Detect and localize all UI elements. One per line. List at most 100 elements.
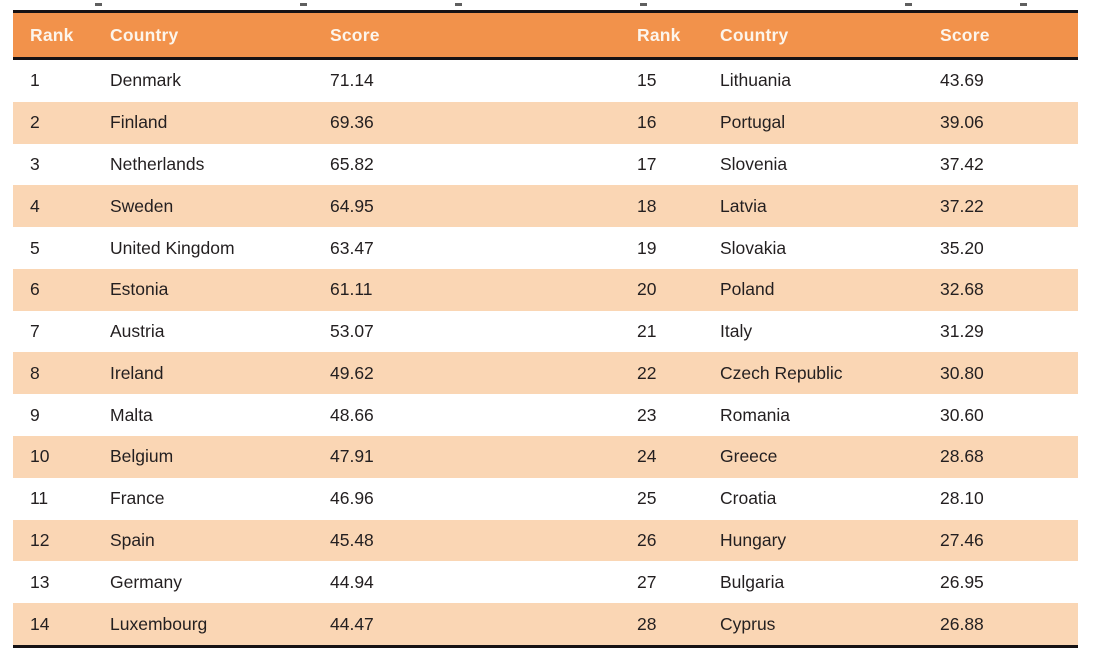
header-score-right: Score <box>940 24 990 45</box>
country-cell: France <box>110 488 165 509</box>
table-row: 2 Finland 69.36 16 Portugal 39.06 <box>13 101 1078 144</box>
country-cell: Lithuania <box>720 70 792 91</box>
top-tick-mark <box>905 3 912 6</box>
header-score-left: Score <box>330 24 380 45</box>
rank-cell: 26 <box>637 529 657 550</box>
rank-cell: 10 <box>30 446 50 467</box>
country-cell: Italy <box>720 321 753 342</box>
top-tick-mark <box>455 3 462 6</box>
rank-cell: 12 <box>30 529 50 550</box>
rank-cell: 27 <box>637 571 657 592</box>
score-cell: 65.82 <box>330 153 374 174</box>
score-cell: 27.46 <box>940 529 984 550</box>
rank-cell: 13 <box>30 571 50 592</box>
country-cell: Portugal <box>720 112 786 133</box>
country-cell: Denmark <box>110 70 181 91</box>
table-top-border <box>13 10 1078 13</box>
country-cell: Cyprus <box>720 613 776 634</box>
country-cell: Poland <box>720 279 775 300</box>
country-cell: Slovenia <box>720 153 788 174</box>
rank-cell: 18 <box>637 195 657 216</box>
rank-cell: 5 <box>30 237 40 258</box>
rank-cell: 23 <box>637 404 657 425</box>
score-cell: 26.95 <box>940 571 984 592</box>
rank-cell: 11 <box>30 488 49 509</box>
table-header-row: Rank Country Score Rank Country Score <box>13 13 1078 57</box>
rank-cell: 2 <box>30 112 40 133</box>
table-bottom-border <box>13 644 1078 648</box>
country-cell: Latvia <box>720 195 767 216</box>
score-cell: 71.14 <box>330 70 374 91</box>
score-cell: 28.68 <box>940 446 984 467</box>
rank-cell: 21 <box>637 321 657 342</box>
country-cell: Belgium <box>110 446 174 467</box>
score-cell: 46.96 <box>330 488 374 509</box>
country-cell: Finland <box>110 112 168 133</box>
table-row: 3 Netherlands 65.82 17 Slovenia 37.42 <box>13 143 1078 186</box>
top-tick-mark <box>1020 3 1027 6</box>
country-cell: Ireland <box>110 362 164 383</box>
country-cell: Slovakia <box>720 237 787 258</box>
table-row: 10 Belgium 47.91 24 Greece 28.68 <box>13 436 1078 478</box>
country-cell: Croatia <box>720 488 777 509</box>
header-rank-right: Rank <box>637 24 681 45</box>
table-row: 6 Estonia 61.11 20 Poland 32.68 <box>13 268 1078 311</box>
country-cell: Austria <box>110 321 165 342</box>
rank-cell: 17 <box>637 153 657 174</box>
rank-cell: 20 <box>637 279 657 300</box>
rank-cell: 16 <box>637 112 657 133</box>
score-cell: 45.48 <box>330 529 374 550</box>
score-cell: 44.94 <box>330 571 374 592</box>
country-cell: Bulgaria <box>720 571 785 592</box>
country-cell: Estonia <box>110 279 169 300</box>
score-cell: 37.22 <box>940 195 984 216</box>
score-cell: 30.80 <box>940 362 984 383</box>
country-cell: Netherlands <box>110 153 205 174</box>
header-country-right: Country <box>720 24 789 45</box>
table-row: 5 United Kingdom 63.47 19 Slovakia 35.20 <box>13 227 1078 269</box>
score-cell: 64.95 <box>330 195 374 216</box>
rank-cell: 14 <box>30 613 50 634</box>
table-row: 9 Malta 48.66 23 Romania 30.60 <box>13 394 1078 437</box>
table-row: 11 France 46.96 25 Croatia 28.10 <box>13 477 1078 520</box>
country-cell: Czech Republic <box>720 362 843 383</box>
country-cell: United Kingdom <box>110 237 235 258</box>
score-cell: 47.91 <box>330 446 374 467</box>
score-cell: 32.68 <box>940 279 984 300</box>
table-row: 14 Luxembourg 44.47 28 Cyprus 26.88 <box>13 603 1078 645</box>
country-cell: Spain <box>110 529 155 550</box>
rank-cell: 9 <box>30 404 40 425</box>
score-cell: 26.88 <box>940 613 984 634</box>
rank-cell: 19 <box>637 237 657 258</box>
top-tick-mark <box>640 3 647 6</box>
country-cell: Greece <box>720 446 778 467</box>
country-cell: Germany <box>110 571 182 592</box>
score-cell: 30.60 <box>940 404 984 425</box>
table-row: 8 Ireland 49.62 22 Czech Republic 30.80 <box>13 352 1078 395</box>
score-cell: 39.06 <box>940 112 984 133</box>
top-tick-mark <box>300 3 307 6</box>
score-cell: 31.29 <box>940 321 984 342</box>
rank-cell: 3 <box>30 153 40 174</box>
score-cell: 43.69 <box>940 70 984 91</box>
rank-cell: 28 <box>637 613 657 634</box>
country-cell: Luxembourg <box>110 613 208 634</box>
score-cell: 28.10 <box>940 488 984 509</box>
rank-cell: 4 <box>30 195 40 216</box>
score-cell: 61.11 <box>330 279 373 300</box>
country-cell: Sweden <box>110 195 174 216</box>
country-cell: Romania <box>720 404 791 425</box>
rank-cell: 1 <box>30 70 40 91</box>
table-row: 7 Austria 53.07 21 Italy 31.29 <box>13 310 1078 353</box>
score-cell: 69.36 <box>330 112 374 133</box>
country-cell: Hungary <box>720 529 787 550</box>
header-bottom-border <box>13 57 1078 60</box>
score-cell: 53.07 <box>330 321 374 342</box>
rank-cell: 22 <box>637 362 657 383</box>
score-cell: 37.42 <box>940 153 984 174</box>
table-row: 12 Spain 45.48 26 Hungary 27.46 <box>13 519 1078 562</box>
rank-cell: 15 <box>637 70 657 91</box>
rank-cell: 8 <box>30 362 40 383</box>
header-rank-left: Rank <box>30 24 74 45</box>
